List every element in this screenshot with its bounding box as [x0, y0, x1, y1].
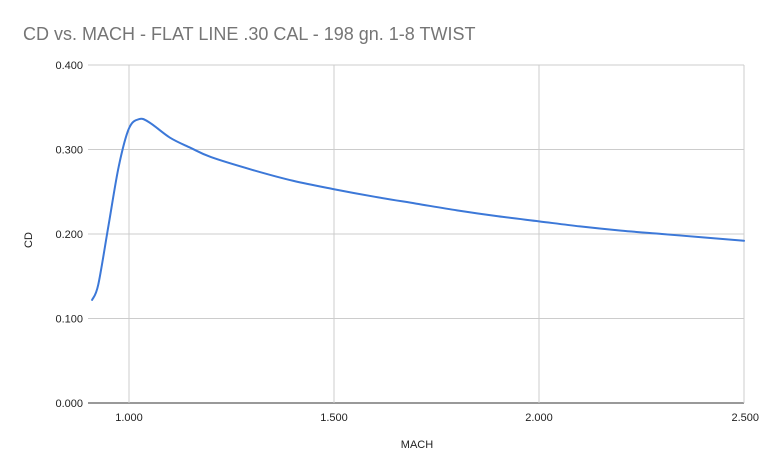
y-tick-label: 0.400 — [55, 60, 83, 72]
x-tick-label: 1.500 — [320, 412, 348, 424]
y-tick-label: 0.100 — [55, 314, 83, 326]
y-tick-label: 0.300 — [55, 145, 83, 157]
x-tick-label: 2.000 — [525, 412, 553, 424]
chart-title: CD vs. MACH - FLAT LINE .30 CAL - 198 gn… — [23, 24, 475, 44]
x-axis-title: MACH — [401, 439, 433, 451]
x-tick-label: 2.500 — [731, 412, 759, 424]
grid-lines — [88, 64, 745, 404]
y-tick-label: 0.000 — [55, 398, 83, 410]
tick-labels: 0.000 0.100 0.200 0.300 0.400 1.000 1.500 2.000… — [55, 60, 759, 424]
series-lines — [91, 117, 745, 301]
cd-series-line — [91, 117, 745, 301]
y-tick-label: 0.200 — [55, 229, 83, 241]
y-axis-title: CD — [23, 232, 35, 248]
x-tick-label: 1.000 — [115, 412, 143, 424]
